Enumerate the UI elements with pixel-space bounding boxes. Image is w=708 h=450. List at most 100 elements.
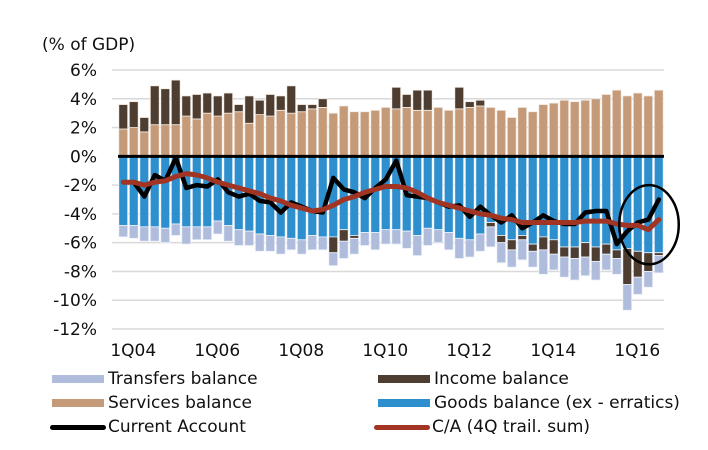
bar-segment (422, 89, 433, 111)
bar-segment (527, 243, 538, 252)
bar-segment (622, 95, 633, 157)
bar-segment (422, 155, 433, 229)
bar-segment (118, 224, 129, 238)
bar-segment (370, 232, 381, 251)
bar-segment (191, 94, 202, 120)
bar-segment (328, 252, 339, 267)
y-axis-ticks: 6% 4% 2% 0% -2% -4% -6% -8% -10% -12% (53, 61, 97, 340)
bar-segment (118, 104, 129, 130)
x-axis-ticks: 1Q04 1Q06 1Q08 1Q10 1Q12 1Q14 1Q16 (110, 341, 660, 361)
bar-segment (233, 111, 244, 157)
chart: (% of GDP) 6%4%2%0%-2%-4%-6%-8%-10%-12% … (42, 35, 680, 361)
bar-segment (128, 101, 139, 128)
bar-segment (223, 224, 234, 242)
y-tick-label: 6% (70, 61, 97, 81)
bar-segment (160, 124, 171, 157)
bar-segment (422, 227, 433, 246)
bar-segment (275, 236, 286, 255)
bar-segment (611, 258, 622, 275)
bar-segment (202, 92, 213, 114)
bar-segment (149, 155, 160, 228)
bar-segment (611, 249, 622, 259)
bar-segment (254, 233, 265, 252)
bar-segment (212, 115, 223, 157)
bar-segment (296, 111, 307, 157)
bar-segment (223, 112, 234, 157)
bar-segment (370, 109, 381, 157)
bar-segment (181, 155, 192, 228)
bar-segment (464, 155, 475, 241)
bar-segment (601, 243, 612, 255)
bar-segment (307, 235, 318, 251)
legend-swatch-transfers (52, 375, 104, 383)
bar-segment (475, 155, 486, 235)
bar-segment (506, 249, 517, 268)
bar-segment (464, 107, 475, 157)
bar-segment (538, 249, 549, 275)
highlight-ellipse (618, 183, 680, 266)
bar-segment (527, 155, 538, 245)
y-tick-label: 4% (70, 90, 97, 110)
y-tick-label: -8% (64, 262, 97, 282)
bar-segment (412, 109, 423, 157)
bar-segment (422, 109, 433, 157)
bar-segment (317, 107, 328, 157)
bar-segment (401, 94, 412, 108)
bar-segment (286, 112, 297, 157)
legend-swatch-income (378, 375, 430, 383)
bar-segment (653, 89, 664, 157)
bar-segment (601, 253, 612, 271)
bar-segment (265, 235, 276, 252)
bar-segment (380, 107, 391, 157)
bar-segment (223, 92, 234, 114)
bar-segment (569, 258, 580, 281)
bar-segment (139, 131, 150, 157)
bar-segment (181, 226, 192, 245)
bar-segment (275, 155, 286, 238)
bar-segment (632, 250, 643, 278)
bar-segment (128, 127, 139, 157)
bar-segment (485, 107, 496, 157)
bar-segment (548, 253, 559, 271)
bar-segment (643, 95, 654, 157)
bar-segment (338, 155, 349, 231)
bar-segment (590, 155, 601, 248)
bar-segment (622, 283, 633, 311)
bar-segment (401, 107, 412, 157)
x-tick-label: 1Q12 (446, 341, 492, 361)
bar-segment (296, 104, 307, 113)
bar-segment (286, 237, 297, 251)
x-tick-label: 1Q06 (194, 341, 240, 361)
bar-segment (601, 94, 612, 157)
bar-segment (191, 155, 202, 228)
bar-segment (580, 256, 591, 277)
legend-item-transfers: Transfers balance (52, 368, 258, 390)
bar-segment (128, 155, 139, 226)
bar-segment (160, 227, 171, 244)
bar-segment (475, 99, 486, 107)
y-tick-label: 2% (70, 119, 97, 139)
y-tick-label: -10% (53, 291, 97, 311)
ca-trailing-line (120, 171, 662, 233)
bar-segment (149, 85, 160, 126)
bar-segment (202, 226, 213, 241)
bar-segment (559, 99, 570, 157)
bar-segment (632, 92, 643, 157)
annotations (618, 183, 680, 266)
bar-segment (338, 105, 349, 157)
bar-segment (632, 276, 643, 295)
legend-label: Goods balance (ex - erratics) (434, 393, 680, 413)
bar-segment (433, 107, 444, 157)
bar-segment (643, 155, 654, 254)
bar-segment (296, 155, 307, 241)
bar-segment (359, 111, 370, 157)
legend-item-services: Services balance (52, 392, 252, 414)
bar-segment (370, 155, 381, 233)
bar-segment (590, 246, 601, 262)
bar-segment (632, 155, 643, 252)
x-tick-label: 1Q14 (530, 341, 576, 361)
legend-label: Transfers balance (108, 369, 258, 389)
bar-segment (160, 155, 171, 229)
bar-segment (338, 229, 349, 242)
bar-segment (191, 118, 202, 157)
